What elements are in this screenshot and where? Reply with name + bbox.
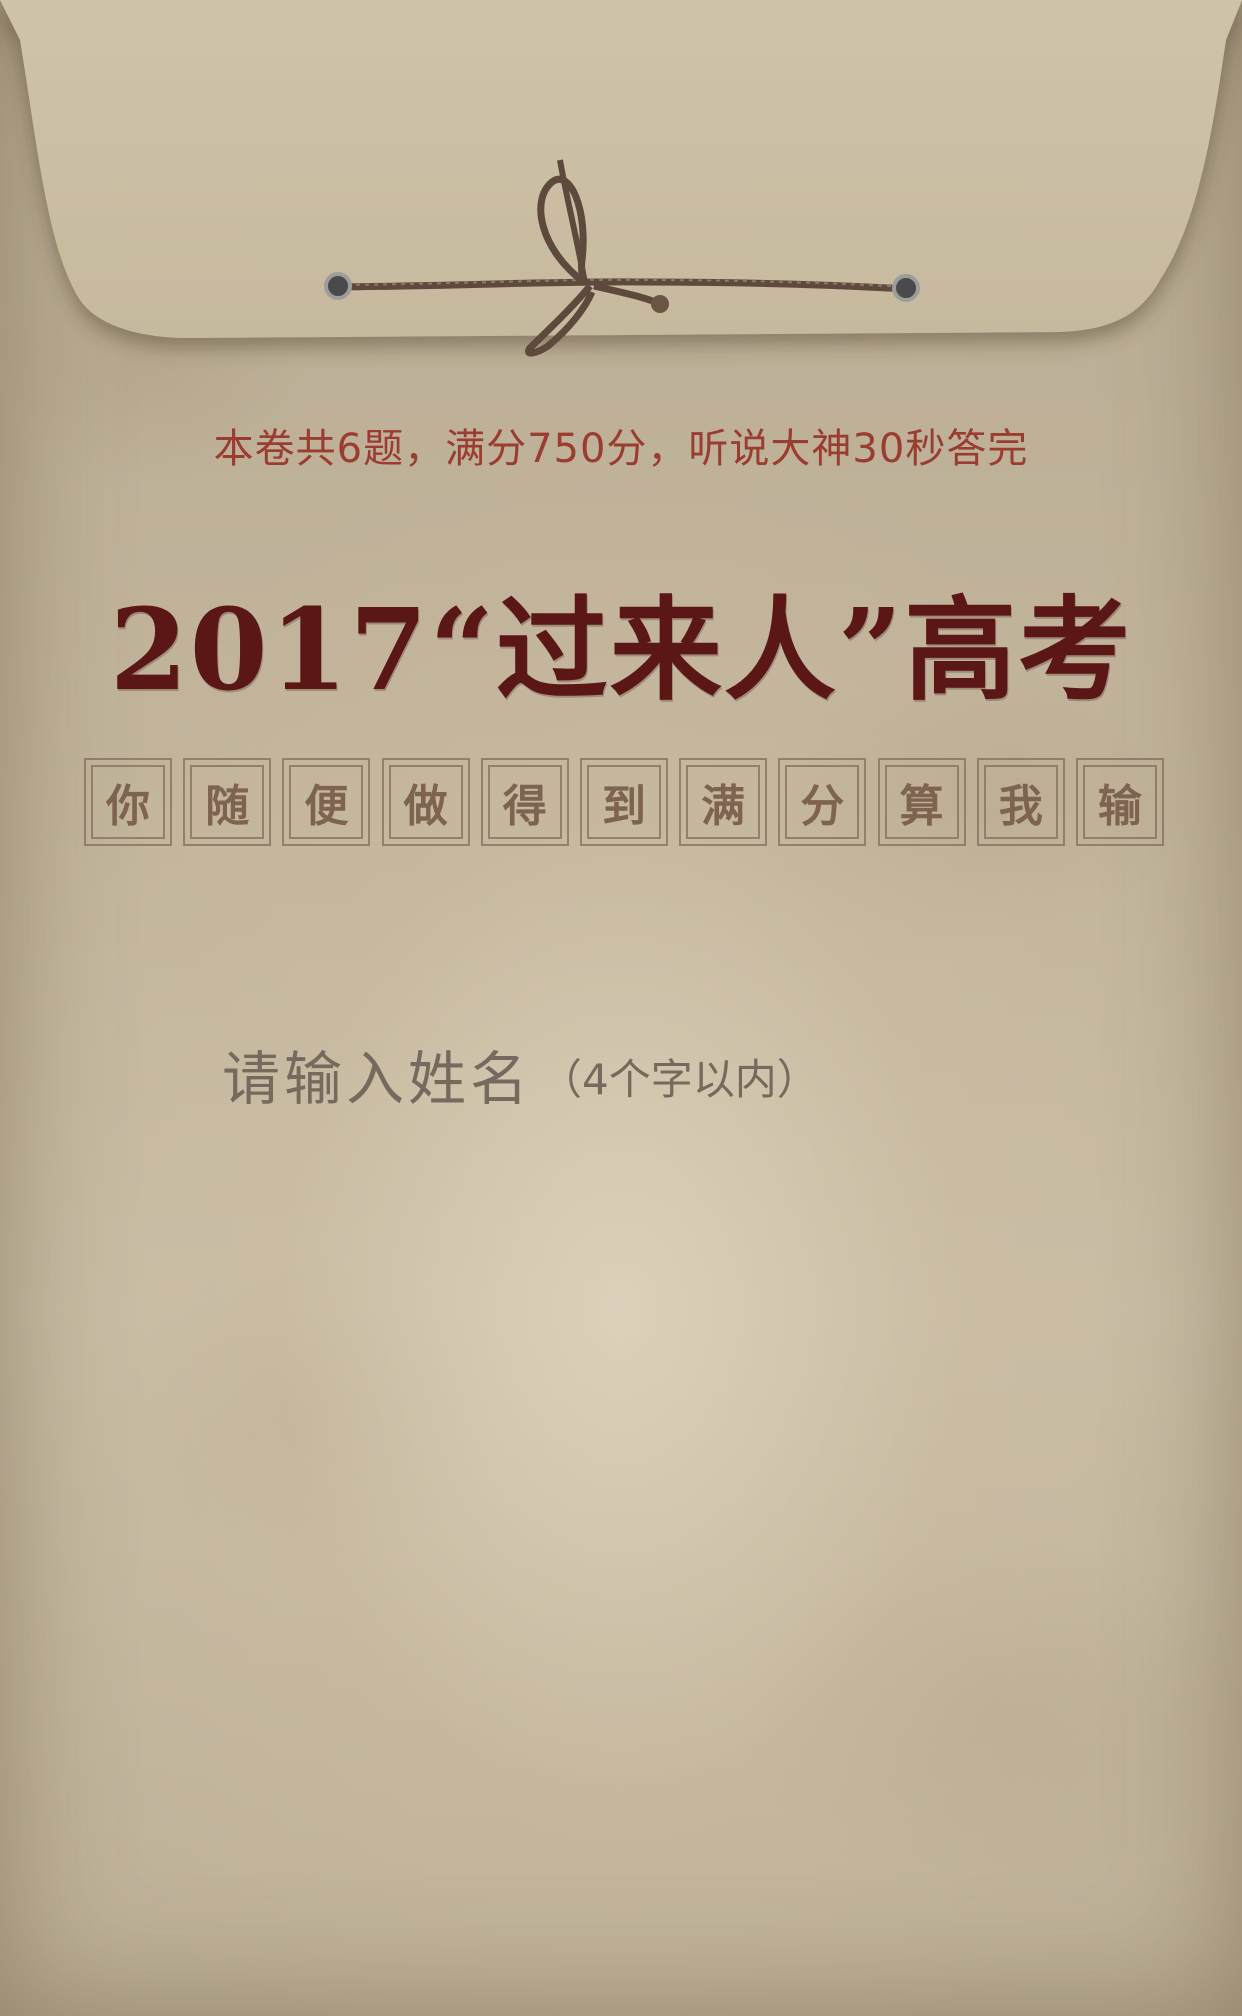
stamp-box: 分: [778, 758, 867, 846]
grommet-left: [324, 272, 352, 300]
name-input[interactable]: [218, 1024, 978, 1116]
stamp-box: 算: [877, 758, 966, 846]
stamp-box: 到: [579, 758, 668, 846]
string-line: [334, 278, 910, 293]
envelope-flap: [0, 0, 1242, 380]
stamp-char: 分: [800, 781, 845, 832]
stamp-char: 做: [403, 781, 448, 832]
grommet-right: [892, 274, 920, 302]
stamp-char: 我: [998, 781, 1043, 832]
stamp-box: 你: [84, 758, 172, 846]
string-knot: [651, 295, 669, 313]
stamp-char: 满: [701, 781, 746, 832]
stamp-box: 我: [976, 758, 1065, 846]
stamp-box: 输: [1075, 758, 1164, 846]
stamp-char: 你: [106, 781, 150, 832]
stamp-box: 随: [183, 758, 272, 846]
stamp-box: 满: [679, 758, 768, 846]
flap-shape: [0, 0, 1242, 338]
stamp-box: 做: [381, 758, 470, 846]
stamp-char: 便: [304, 781, 349, 832]
bow-loop-bottom: [525, 283, 596, 357]
stamp-char: 输: [1097, 781, 1142, 832]
bow-string-up: [557, 159, 588, 284]
stamp-row: 你 随 便 做 得 到 满 分 算 我 输: [84, 758, 1164, 846]
stamp-box: 得: [480, 758, 569, 846]
stamp-char: 得: [502, 781, 547, 832]
stamp-char: 随: [205, 781, 250, 832]
page-title: 2017“过来人”高考: [109, 585, 1133, 716]
stamp-char: 到: [601, 781, 646, 832]
stamp-box: 便: [282, 758, 371, 846]
stamp-char: 算: [899, 781, 944, 832]
exam-subtitle: 本卷共6题，满分750分，听说大神30秒答完: [213, 426, 1029, 472]
